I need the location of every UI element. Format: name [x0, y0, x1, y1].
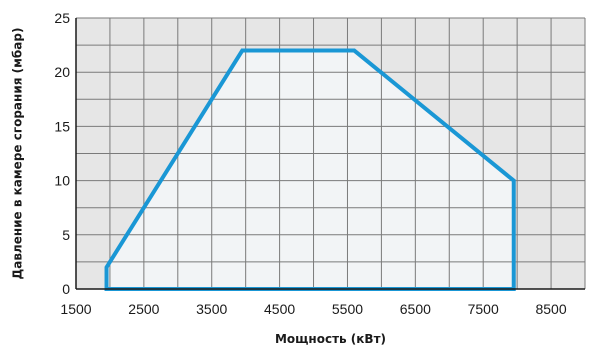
y-tick-labels: 0 5 10 15 20 25	[54, 10, 70, 297]
y-axis-title: Давление в камере сгорания (мбар)	[11, 28, 25, 280]
x-tick-labels: 1500 2500 3500 4500 5500 6500 7500 8500	[60, 301, 566, 317]
x-tick-label: 1500	[60, 301, 91, 317]
y-tick-label: 5	[62, 227, 70, 243]
x-tick-label: 5500	[332, 301, 363, 317]
x-tick-label: 6500	[400, 301, 431, 317]
y-tick-label: 0	[62, 281, 70, 297]
y-tick-label: 10	[54, 173, 70, 189]
y-tick-label: 25	[54, 10, 70, 26]
y-tick-label: 20	[54, 64, 70, 80]
x-axis-title: Мощность (кВт)	[275, 332, 386, 346]
working-area-fill	[106, 50, 514, 289]
x-tick-label: 8500	[535, 301, 566, 317]
y-tick-label: 15	[54, 118, 70, 134]
x-tick-label: 3500	[196, 301, 227, 317]
x-tick-label: 7500	[468, 301, 499, 317]
x-tick-label: 4500	[264, 301, 295, 317]
x-tick-label: 2500	[128, 301, 159, 317]
